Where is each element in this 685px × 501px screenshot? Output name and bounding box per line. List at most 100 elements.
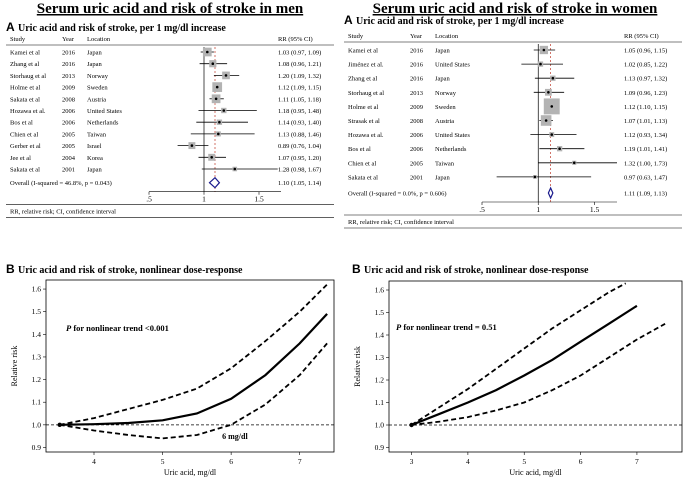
point-estimate [211,62,215,65]
study-rr: 1.09 (0.96, 1.23) [624,90,667,97]
study-rr: 1.11 (1.05, 1.18) [278,96,321,103]
study-name: Chien et al [10,131,38,138]
study-location: Japan [87,61,103,68]
study-year: 2016 [62,61,76,68]
x-tick-label: 7 [635,457,639,466]
y-tick-label: 1.0 [32,420,42,429]
study-location: United States [87,108,122,115]
study-location: Austria [435,118,454,125]
study-location: Japan [435,48,451,55]
study-rr: 1.20 (1.09, 1.32) [278,73,321,80]
y-tick-label: 1.3 [32,352,42,361]
study-rr: 1.12 (1.10, 1.15) [624,104,667,111]
y-tick-label: 1.1 [375,398,385,407]
p-symbol: P [396,322,402,332]
point-estimate [558,147,561,150]
study-rr: 1.13 (0.88, 1.46) [278,131,321,138]
nonlinear-trend-annotation: P for nonlinear trend <0.001 [66,323,169,333]
point-estimate [224,74,228,77]
point-estimate [551,76,555,80]
study-name: Bos et al [10,120,33,127]
plot-frame [45,279,335,453]
reference-point [57,422,62,428]
study-location: Japan [87,50,103,57]
study-rr: 0.89 (0.76, 1.04) [278,143,321,150]
point-estimate [215,85,219,89]
study-name: Jiménez et al. [348,62,384,69]
point-estimate [542,48,546,52]
cutpoint-label: 6 mg/dl [222,432,248,441]
y-tick-label: 1.2 [32,375,42,384]
study-name: Chien et al [348,160,376,167]
study-rr: 1.18 (0.95, 1.48) [278,108,321,115]
study-year: 2004 [62,155,76,162]
estimate-curve [59,313,328,426]
study-year: 2008 [62,96,75,103]
footnote: RR, relative risk; CI, confidence interv… [348,219,454,226]
study-location: Norway [87,73,109,80]
overall-label: Overall (I-squared = 0.0%, p = 0.606) [348,191,446,198]
panel-letter: B [352,262,361,276]
study-location: Netherlands [87,120,119,127]
point-estimate [218,120,221,124]
header-location: Location [87,36,111,43]
x-tick-label: 7 [298,457,302,466]
point-estimate [210,156,213,159]
x-tick-label: .5 [146,195,152,204]
x-tick-label: 1 [202,195,206,204]
panel-title: Uric acid and risk of stroke, nonlinear … [18,265,243,276]
y-tick-label: 0.9 [375,443,385,452]
study-name: Hozawa et al. [10,108,46,115]
study-rr: 1.12 (1.09, 1.15) [278,85,321,92]
header-rr: RR (95% CI) [278,36,313,43]
study-location: Japan [435,76,451,83]
study-location: Japan [87,167,103,174]
point-estimate [222,109,226,112]
x-tick-label: 5 [161,457,165,466]
study-name: Strasak et al [348,118,380,125]
study-location: Austria [87,96,106,103]
x-tick-label: 4 [92,457,96,466]
point-estimate [539,62,542,66]
study-name: Storhaug et al [348,90,384,97]
title-women: Serum uric acid and risk of stroke in wo… [373,1,658,17]
study-name: Gerber et al [10,143,41,150]
study-year: 2006 [410,132,424,139]
study-location: Taiwan [435,160,455,167]
study-year: 2001 [62,167,75,174]
study-rr: 1.02 (0.85, 1.22) [624,62,667,69]
study-year: 2006 [62,120,76,127]
x-tick-label: 6 [579,457,583,466]
y-tick-label: 1.3 [375,353,385,362]
study-year: 2005 [62,131,75,138]
header-location: Location [435,33,459,40]
overall-rr: 1.10 (1.05, 1.14) [278,180,321,187]
point-estimate [233,167,237,171]
dose-response-plot-women: B Uric acid and risk of stroke, nonlinear… [352,262,683,477]
study-rr: 1.32 (1.00, 1.73) [624,160,667,167]
study-rr: 1.07 (1.01, 1.13) [624,118,667,125]
point-estimate [190,144,194,147]
study-year: 2005 [410,160,423,167]
overall-rr: 1.11 (1.09, 1.13) [624,191,667,198]
point-estimate [572,161,576,165]
header-year: Year [410,33,423,40]
y-tick-label: 1.4 [375,331,385,340]
y-tick-label: 0.9 [32,443,42,452]
point-estimate [214,97,218,101]
ci-curve [411,323,666,426]
study-name: Bos et al [348,146,371,153]
overall-label: Overall (I-squared = 46.8%, p = 0.043) [10,180,112,187]
study-location: Sweden [87,85,108,92]
y-tick-label: 1.5 [32,307,42,316]
y-tick-label: 1.4 [32,330,42,339]
x-tick-label: 1.5 [254,195,264,204]
footnote: RR, relative risk; CI, confidence interv… [10,209,116,216]
y-tick-label: 1.0 [375,421,385,430]
study-year: 2016 [410,48,424,55]
study-location: Sweden [435,104,456,111]
overall-diamond [208,176,221,189]
study-name: Sakata et al [348,174,378,181]
panel-title: Uric acid and risk of stroke, per 1 mg/d… [356,16,564,27]
study-year: 2005 [62,143,75,150]
